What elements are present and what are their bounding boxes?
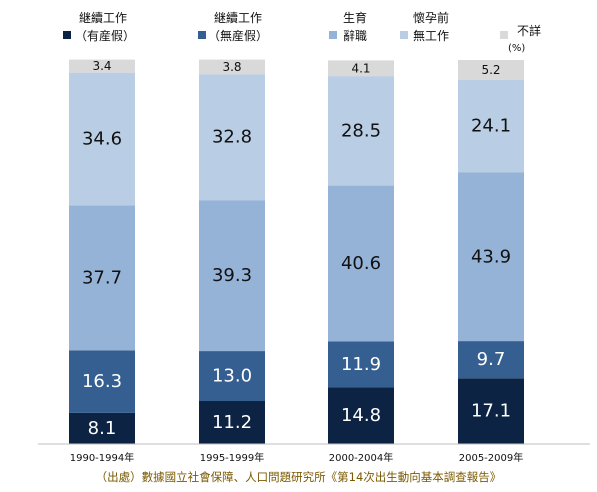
- bar-segment: [69, 59, 135, 73]
- legend: 継續工作 （有産假） 継續工作 （無産假） 生育 辭職 懷孕前 無工作 不詳 (…: [63, 10, 541, 54]
- legend-item-with-leave: 継續工作 （有産假）: [63, 10, 135, 43]
- bar-segment: [199, 59, 265, 75]
- bar-segment: [199, 74, 265, 201]
- legend-label-with-leave-line1: 継續工作: [79, 10, 127, 25]
- category-label: 2005-2009年: [459, 451, 524, 464]
- category-labels: 1990-1994年 1995-1999年 2000-2004年 2005-2009年: [70, 451, 524, 464]
- bar-segment: [458, 172, 524, 342]
- bar-segment: [328, 341, 394, 388]
- bar-segment: [458, 378, 524, 444]
- data-label: 28.5: [341, 120, 381, 141]
- bar-segment: [328, 387, 394, 444]
- legend-label-quit-line1: 生育: [343, 10, 367, 25]
- data-label: 40.6: [341, 253, 381, 274]
- data-label: 17.1: [471, 401, 511, 422]
- data-label: 43.9: [471, 246, 511, 267]
- legend-item-unknown: 不詳 (%): [500, 23, 541, 54]
- source-note: （出處）數據國立社會保障、人口問題研究所《第14次出生動向基本調查報告》: [95, 470, 502, 484]
- bar-segment: [69, 350, 135, 413]
- legend-swatch-quit-for-childbirth: [329, 31, 337, 39]
- bar-segment: [199, 200, 265, 352]
- legend-label-without-leave-line2: （無産假）: [208, 28, 268, 43]
- legend-label-not-working-line1: 懷孕前: [413, 10, 449, 25]
- bar-segment: [199, 400, 265, 444]
- data-label: 24.1: [471, 116, 511, 137]
- legend-swatch-without-leave: [198, 31, 206, 39]
- bar-segment: [69, 412, 135, 444]
- data-label: 32.8: [212, 127, 252, 148]
- legend-label-quit-line2: 辭職: [343, 29, 367, 43]
- data-label: 16.3: [82, 371, 122, 392]
- data-label: 9.7: [477, 349, 506, 370]
- bar-segment: [458, 60, 524, 80]
- legend-label-with-leave-line2: （有産假）: [75, 28, 135, 43]
- legend-item-not-working-before: 懷孕前 無工作: [400, 10, 449, 43]
- percent-unit-label: (%): [508, 43, 525, 54]
- bar-segment: [458, 341, 524, 379]
- data-label: 11.9: [341, 354, 381, 375]
- bar-segment: [328, 185, 394, 342]
- legend-label-without-leave-line1: 継續工作: [214, 10, 262, 25]
- data-label: 13.0: [212, 366, 252, 387]
- data-label: 34.6: [82, 129, 122, 150]
- category-label: 1995-1999年: [200, 451, 265, 464]
- legend-swatch-not-working-before: [400, 31, 408, 39]
- legend-label-not-working-line2: 無工作: [413, 28, 449, 43]
- data-label: 37.7: [82, 267, 122, 288]
- category-label: 2000-2004年: [329, 451, 394, 464]
- legend-swatch-with-leave: [63, 31, 71, 39]
- data-label: 3.4: [92, 59, 111, 73]
- data-label: 5.2: [481, 63, 500, 77]
- category-label: 1990-1994年: [70, 451, 135, 464]
- data-label: 4.1: [351, 61, 370, 75]
- bar-segment: [69, 205, 135, 351]
- bar-segment: [458, 79, 524, 173]
- data-label: 39.3: [212, 265, 252, 286]
- data-label: 14.8: [341, 405, 381, 426]
- data-label: 3.8: [222, 60, 241, 74]
- legend-swatch-unknown: [500, 31, 508, 39]
- bar-segment: [328, 76, 394, 186]
- legend-item-without-leave: 継續工作 （無産假）: [198, 10, 268, 43]
- data-label: 11.2: [212, 412, 252, 433]
- legend-item-quit-for-childbirth: 生育 辭職: [329, 10, 367, 43]
- legend-label-unknown: 不詳: [517, 23, 541, 38]
- bar-segment: [328, 60, 394, 77]
- data-label: 8.1: [88, 418, 117, 439]
- bars: 8.1 16.3 37.7 34.6 3.4 11.2 13.0 39.3 32.8 3.8 14.…: [69, 59, 524, 444]
- bar-segment: [199, 351, 265, 401]
- bar-segment: [69, 72, 135, 206]
